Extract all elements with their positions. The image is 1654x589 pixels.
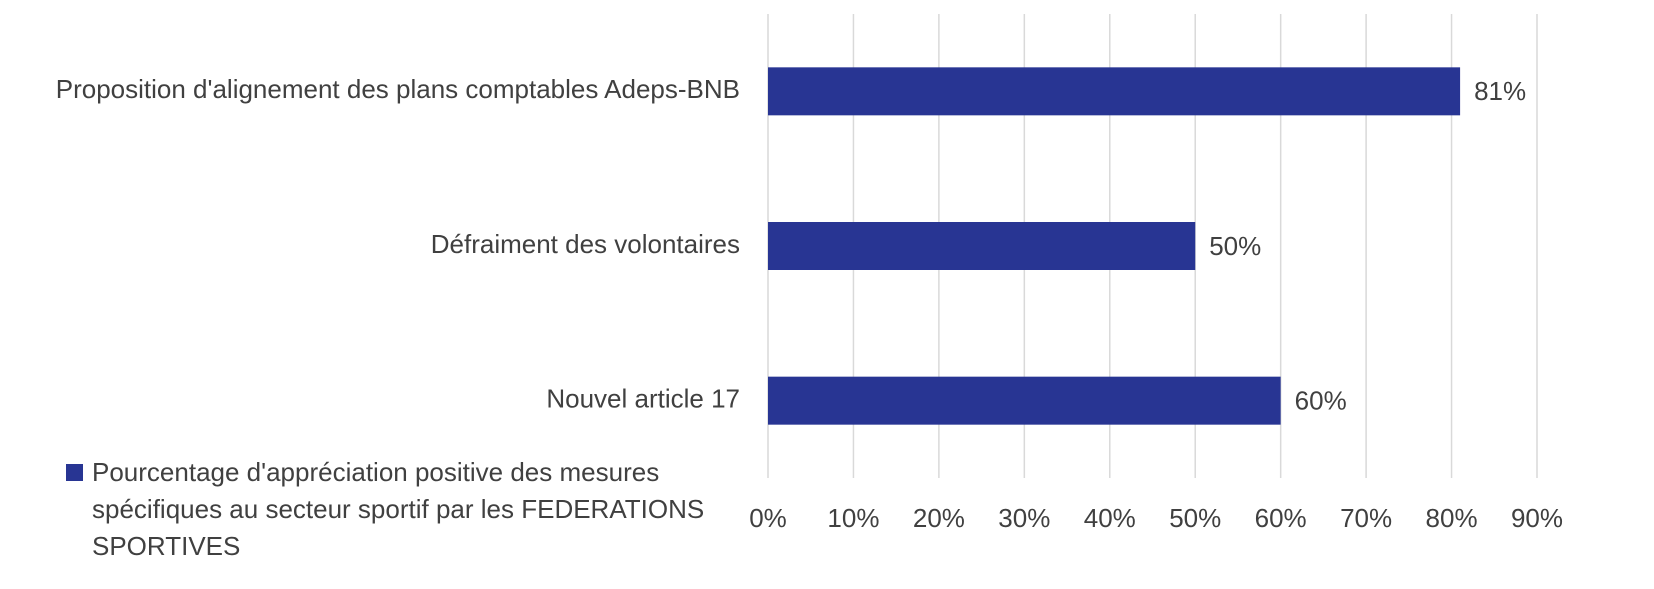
- x-tick-label: 40%: [1084, 503, 1136, 533]
- legend-swatch: [66, 464, 83, 481]
- x-tick-label: 90%: [1511, 503, 1563, 533]
- x-tick-label: 20%: [913, 503, 965, 533]
- legend-label: Pourcentage d'appréciation positive des …: [92, 457, 705, 561]
- data-label: 81%: [1474, 76, 1526, 106]
- bar: [768, 67, 1461, 116]
- x-tick-label: 30%: [998, 503, 1050, 533]
- data-label: 50%: [1209, 231, 1261, 261]
- x-tick-label: 10%: [827, 503, 879, 533]
- y-tick-label: Défraiment des volontaires: [431, 229, 740, 259]
- data-label: 60%: [1295, 386, 1347, 416]
- y-tick-label: Proposition d'alignement des plans compt…: [56, 74, 740, 104]
- x-tick-label: 60%: [1255, 503, 1307, 533]
- x-tick-label: 80%: [1426, 503, 1478, 533]
- x-tick-label: 0%: [749, 503, 787, 533]
- y-tick-label: Nouvel article 17: [546, 384, 740, 414]
- x-tick-label: 70%: [1340, 503, 1392, 533]
- bar: [768, 222, 1196, 270]
- legend: Pourcentage d'appréciation positive des …: [66, 454, 726, 565]
- bar: [768, 376, 1281, 425]
- x-tick-label: 50%: [1169, 503, 1221, 533]
